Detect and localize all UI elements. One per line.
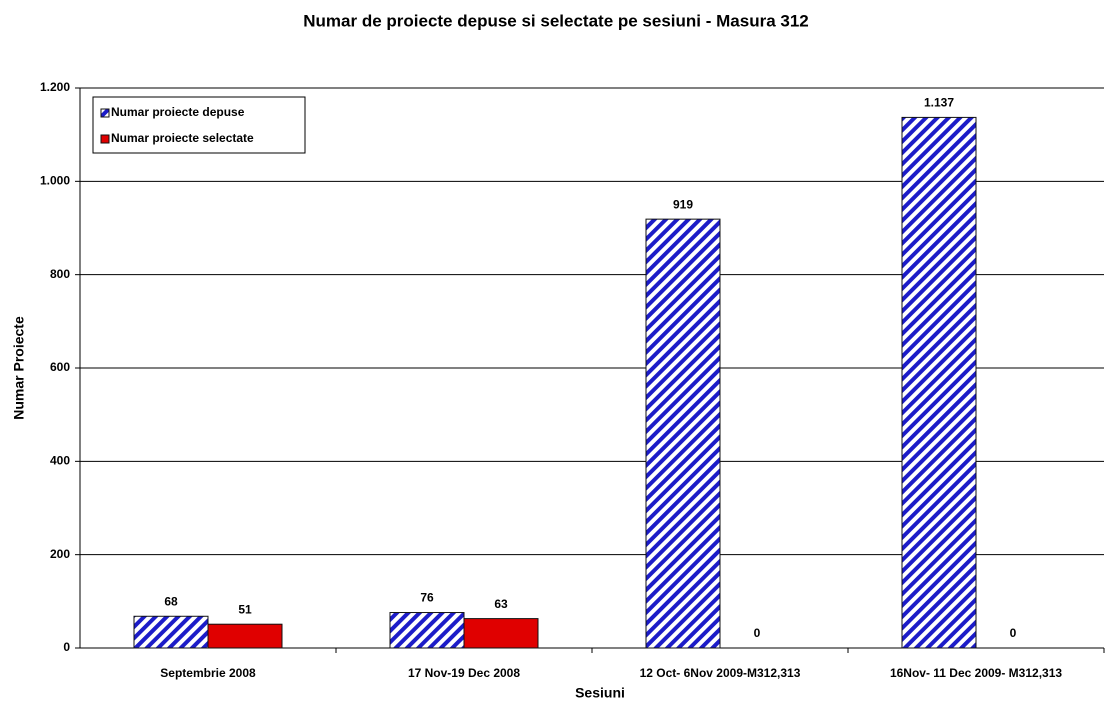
bar — [389, 612, 465, 649]
bar — [207, 623, 283, 649]
bar — [463, 618, 539, 649]
data-label: 1.137 — [924, 96, 954, 110]
legend-swatch — [100, 108, 110, 118]
bar — [133, 615, 209, 649]
bar — [901, 116, 977, 649]
data-label: 68 — [164, 594, 178, 608]
y-tick-label: 600 — [50, 360, 70, 374]
data-label: 0 — [1010, 626, 1017, 640]
data-label: 919 — [673, 197, 693, 211]
data-label: 63 — [494, 597, 508, 611]
y-tick-label: 0 — [63, 640, 70, 654]
y-tick-label: 1.000 — [40, 174, 70, 188]
y-tick-label: 200 — [50, 547, 70, 561]
data-label: 76 — [420, 591, 434, 605]
chart-title: Numar de proiecte depuse si selectate pe… — [303, 11, 808, 30]
legend-box — [92, 96, 306, 154]
x-tick-label: 16Nov- 11 Dec 2009- M312,313 — [890, 666, 1062, 680]
bar — [645, 218, 721, 649]
x-tick-label: 12 Oct- 6Nov 2009-M312,313 — [640, 666, 801, 680]
y-axis-title: Numar Proiecte — [11, 316, 27, 420]
y-tick-label: 1.200 — [40, 80, 70, 94]
legend-label: Numar proiecte depuse — [111, 105, 245, 119]
x-tick-label: Septembrie 2008 — [160, 666, 256, 680]
y-tick-label: 400 — [50, 454, 70, 468]
legend-swatch — [100, 134, 110, 144]
x-tick-label: 17 Nov-19 Dec 2008 — [408, 666, 520, 680]
y-tick-label: 800 — [50, 267, 70, 281]
x-axis-title: Sesiuni — [575, 685, 625, 701]
data-label: 51 — [238, 602, 252, 616]
data-label: 0 — [754, 626, 761, 640]
legend-label: Numar proiecte selectate — [111, 131, 254, 145]
